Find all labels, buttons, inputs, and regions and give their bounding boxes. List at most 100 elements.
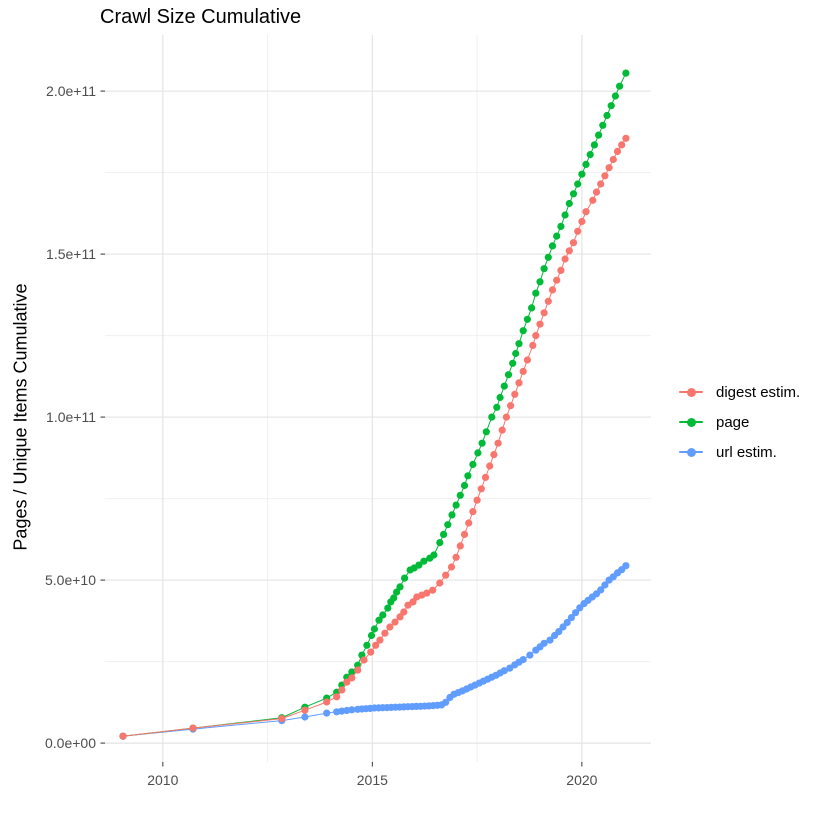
data-point — [565, 199, 573, 208]
data-point — [448, 511, 456, 519]
data-point — [386, 623, 394, 631]
data-point — [415, 561, 423, 569]
data-point — [526, 651, 534, 659]
data-point — [529, 341, 537, 349]
legend-dot-swatch — [686, 417, 696, 427]
data-point — [569, 239, 578, 247]
data-point — [376, 636, 384, 644]
data-point — [618, 141, 626, 149]
data-point — [515, 379, 523, 387]
data-point — [597, 586, 605, 594]
data-point — [456, 542, 464, 550]
data-point — [586, 151, 594, 159]
data-point — [496, 393, 504, 402]
data-point — [456, 491, 464, 499]
data-point — [536, 320, 544, 328]
data-point — [372, 641, 380, 649]
data-point — [396, 613, 404, 621]
data-point — [502, 413, 510, 421]
data-point — [486, 462, 494, 470]
data-point — [189, 724, 197, 732]
data-point — [582, 160, 590, 168]
data-point — [360, 656, 368, 664]
data-point — [333, 693, 341, 701]
data-point — [599, 121, 607, 129]
data-point — [589, 196, 597, 204]
legend-label-digest-estim: digest estim. — [716, 383, 801, 401]
data-point — [555, 628, 563, 636]
legend-key-digest-estim — [679, 387, 703, 397]
data-point — [557, 222, 565, 230]
data-point — [384, 604, 392, 612]
data-point — [460, 481, 469, 490]
data-point — [523, 315, 532, 323]
legend-label-url-estim: url estim. — [716, 443, 777, 461]
data-point — [519, 656, 527, 664]
legend-key-url-estim — [679, 447, 703, 457]
data-point — [540, 309, 548, 317]
data-point — [301, 706, 309, 714]
data-point — [478, 439, 486, 447]
x-tick-label: 2010 — [147, 772, 178, 788]
data-point — [507, 402, 515, 410]
data-point — [367, 648, 375, 656]
legend-item-url-estim: url estim. — [679, 437, 800, 467]
data-point — [540, 265, 548, 273]
data-point — [343, 678, 351, 686]
data-point — [429, 586, 437, 594]
data-point — [338, 686, 346, 694]
data-point — [278, 715, 286, 723]
data-point — [477, 485, 485, 493]
data-point — [447, 563, 456, 571]
data-point — [578, 170, 586, 178]
data-point — [548, 242, 557, 250]
data-point — [381, 629, 389, 637]
y-tick-label: 5.0e+10 — [45, 572, 96, 588]
data-point — [515, 340, 523, 348]
data-point — [613, 147, 622, 155]
data-point — [396, 583, 404, 591]
data-point — [452, 553, 460, 561]
data-point — [563, 618, 571, 627]
data-point — [553, 232, 561, 240]
data-point — [592, 188, 601, 196]
y-tick-label: 1.5e+11 — [46, 246, 96, 262]
legend-dot-swatch — [686, 387, 696, 397]
data-point — [460, 530, 469, 539]
data-point — [546, 636, 554, 644]
data-point — [622, 69, 630, 77]
legend-key-page — [679, 417, 703, 427]
data-point — [519, 367, 527, 375]
x-tick-label: 2015 — [357, 772, 388, 788]
data-point — [494, 439, 502, 447]
data-point — [544, 297, 552, 305]
data-point — [473, 496, 481, 504]
data-point — [565, 247, 573, 255]
data-point — [622, 562, 630, 570]
data-point — [500, 382, 508, 390]
data-point — [420, 557, 428, 565]
data-point — [557, 266, 565, 274]
data-point — [370, 625, 378, 633]
data-point — [444, 521, 452, 529]
data-point — [603, 111, 611, 120]
y-tick-label: 0.0e+00 — [45, 735, 96, 751]
data-point — [532, 332, 540, 340]
data-point — [440, 530, 448, 539]
data-point — [511, 390, 519, 398]
data-point — [519, 327, 527, 335]
data-point — [488, 413, 496, 421]
legend: digest estim. page url estim. — [679, 377, 800, 467]
data-point — [559, 623, 567, 631]
y-tick-label: 1.0e+11 — [46, 409, 96, 425]
data-point — [504, 371, 513, 379]
legend-item-page: page — [679, 407, 800, 437]
data-point — [569, 190, 578, 198]
y-tick-label: 2.0e+11 — [46, 83, 96, 99]
legend-dot-swatch — [686, 447, 696, 457]
data-point — [323, 698, 331, 706]
data-point — [532, 289, 540, 297]
legend-item-digest-estim: digest estim. — [679, 377, 800, 407]
data-point — [436, 539, 444, 547]
